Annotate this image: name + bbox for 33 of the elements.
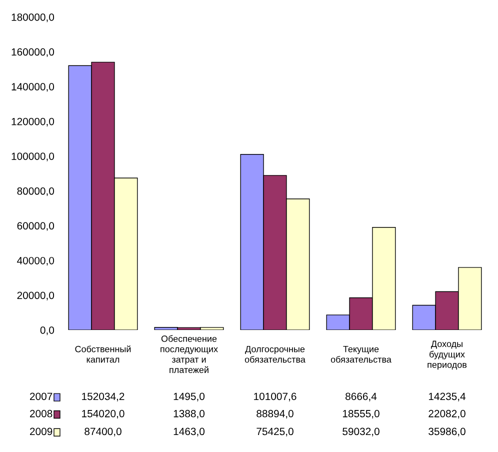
y-tick-label: 140000,0 (12, 83, 54, 92)
data-label: 59032,0 (342, 428, 380, 436)
y-tick-label: 20000,0 (17, 292, 54, 300)
y-tick-label: 80000,0 (17, 187, 54, 196)
y-tick-label: 0,0 (40, 326, 54, 336)
legend-label: 2007 (30, 392, 52, 400)
legend-label: 2008 (30, 410, 52, 418)
data-label: 14235,4 (428, 392, 466, 402)
y-tick-label: 40000,0 (17, 256, 54, 266)
data-label: 88894,0 (256, 410, 294, 419)
x-tick-label: Обеспечение последующих затрат и платежей (160, 335, 218, 374)
y-tick-label: 120000,0 (12, 118, 54, 126)
x-tick-label: Долгосрочные обязательства (244, 346, 306, 363)
y-tick-label: 60000,0 (17, 222, 54, 231)
data-label: 35986,0 (428, 428, 466, 436)
data-label: 87400,0 (84, 428, 122, 436)
data-label: 101007,6 (254, 392, 296, 402)
data-label: 1495,0 (174, 392, 205, 402)
x-tick-label: Доходы будущих периодов (428, 340, 467, 370)
x-tick-label: Собственный капитал (75, 345, 131, 363)
data-label: 18555,0 (342, 410, 380, 419)
data-label: 154020,0 (82, 410, 124, 419)
data-label: 152034,2 (82, 392, 124, 402)
data-label: 75425,0 (256, 428, 294, 436)
data-label: 1388,0 (174, 410, 205, 419)
data-label: 8666,4 (346, 392, 377, 402)
y-tick-label: 160000,0 (12, 48, 54, 57)
data-label: 1463,0 (174, 428, 205, 436)
data-label: 22082,0 (428, 410, 466, 419)
x-tick-label: Текущие обязательства (330, 346, 392, 363)
y-tick-label: 180000,0 (12, 14, 54, 22)
y-tick-label: 100000,0 (12, 152, 54, 162)
legend-label: 2009 (30, 428, 52, 436)
